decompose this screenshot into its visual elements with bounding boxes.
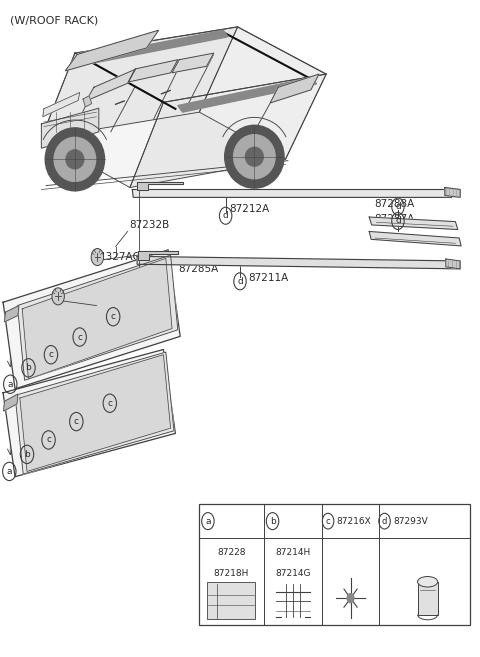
Polygon shape: [41, 108, 99, 148]
Bar: [418, 581, 438, 614]
Text: 87228: 87228: [217, 547, 246, 556]
Polygon shape: [3, 350, 175, 477]
Polygon shape: [43, 93, 80, 117]
Text: c: c: [111, 312, 116, 321]
Polygon shape: [4, 306, 19, 322]
Polygon shape: [445, 187, 460, 197]
Text: (W/ROOF RACK): (W/ROOF RACK): [10, 15, 98, 25]
Ellipse shape: [225, 125, 284, 188]
Text: b: b: [24, 450, 30, 459]
Polygon shape: [75, 27, 326, 102]
Polygon shape: [129, 60, 178, 82]
Polygon shape: [3, 250, 180, 389]
Text: 87218H: 87218H: [214, 570, 249, 578]
Polygon shape: [86, 70, 135, 101]
Text: 87286A: 87286A: [129, 292, 169, 302]
Text: 87232B: 87232B: [129, 220, 169, 230]
Text: 1327AC: 1327AC: [60, 291, 101, 302]
Polygon shape: [138, 251, 178, 260]
Polygon shape: [17, 255, 178, 380]
Polygon shape: [132, 189, 452, 197]
Text: c: c: [77, 332, 82, 342]
Ellipse shape: [418, 577, 438, 587]
Ellipse shape: [45, 128, 105, 191]
Polygon shape: [3, 394, 18, 411]
Polygon shape: [130, 74, 326, 187]
Circle shape: [52, 288, 64, 305]
Text: 1327AC: 1327AC: [100, 252, 141, 262]
Text: b: b: [25, 363, 31, 373]
Text: 87212A: 87212A: [229, 204, 270, 214]
Polygon shape: [89, 30, 228, 63]
Polygon shape: [22, 258, 172, 379]
Polygon shape: [65, 30, 158, 71]
Text: 87211A: 87211A: [249, 273, 289, 283]
Text: d: d: [223, 212, 228, 220]
Text: 87214H: 87214H: [276, 547, 311, 556]
Text: c: c: [46, 436, 51, 444]
Text: d: d: [382, 516, 387, 526]
Text: b: b: [270, 516, 276, 526]
Polygon shape: [178, 78, 317, 112]
Text: d: d: [395, 216, 401, 225]
Polygon shape: [369, 217, 458, 229]
Text: d: d: [395, 202, 401, 211]
Text: a: a: [8, 380, 13, 389]
Text: 87285A: 87285A: [178, 264, 218, 274]
Text: c: c: [48, 350, 53, 359]
Circle shape: [347, 593, 354, 602]
Polygon shape: [270, 74, 319, 103]
Circle shape: [91, 248, 104, 265]
Text: a: a: [205, 516, 211, 526]
Polygon shape: [20, 355, 170, 472]
Polygon shape: [41, 27, 238, 139]
Polygon shape: [41, 53, 163, 187]
FancyBboxPatch shape: [207, 582, 255, 619]
Text: c: c: [108, 399, 112, 408]
Bar: [199, 503, 470, 625]
Text: 87288A: 87288A: [374, 199, 414, 209]
Text: 87242A: 87242A: [106, 290, 146, 300]
Polygon shape: [137, 256, 460, 269]
Polygon shape: [369, 231, 461, 246]
Text: a: a: [7, 467, 12, 476]
Ellipse shape: [54, 137, 96, 181]
Polygon shape: [172, 53, 214, 73]
Polygon shape: [15, 352, 174, 474]
Text: 87214G: 87214G: [276, 570, 311, 578]
Polygon shape: [83, 96, 92, 107]
Ellipse shape: [245, 147, 263, 166]
Text: c: c: [326, 516, 330, 526]
Polygon shape: [446, 259, 460, 269]
Ellipse shape: [66, 150, 84, 169]
Polygon shape: [137, 181, 182, 189]
Polygon shape: [199, 27, 326, 160]
Text: 87216X: 87216X: [336, 516, 372, 526]
Text: 87293V: 87293V: [393, 516, 428, 526]
Text: 87287A: 87287A: [374, 214, 414, 223]
Ellipse shape: [234, 135, 275, 179]
Text: c: c: [74, 417, 79, 426]
Text: d: d: [237, 277, 243, 286]
